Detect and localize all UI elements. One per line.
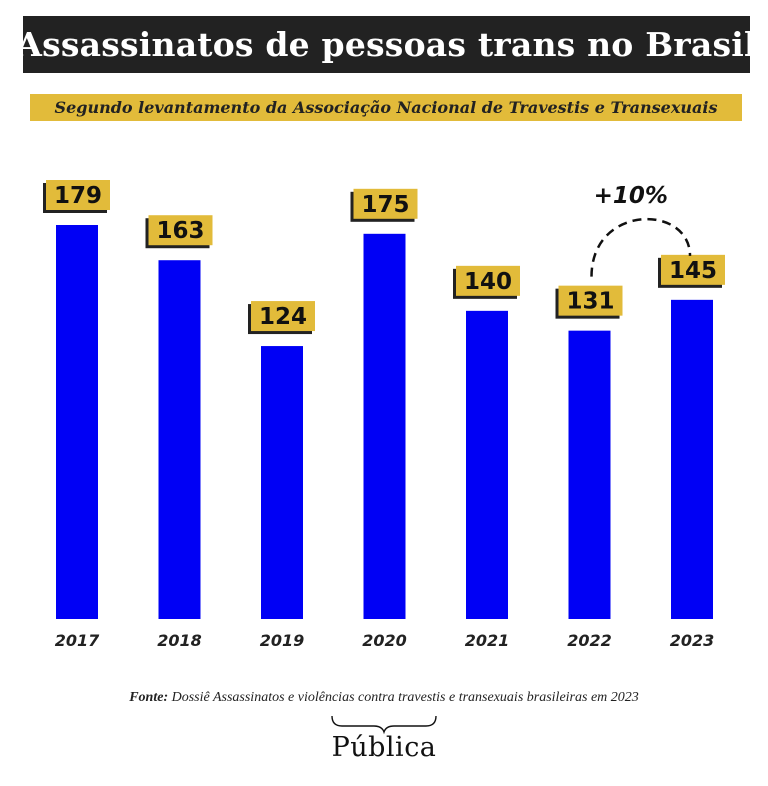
annotation-label-0: +10% (594, 183, 668, 209)
data-label-box-2019 (251, 301, 315, 332)
subtitle-bar: Segundo levantamento da Associação Nacio… (30, 94, 742, 121)
x-tick-label-2018: 2018 (157, 631, 202, 650)
data-label-2023: 145 (669, 258, 717, 284)
bar-2022 (568, 330, 611, 619)
x-tick-label-2022: 2022 (567, 631, 612, 650)
data-label-2020: 175 (361, 192, 409, 218)
data-label-2021: 140 (464, 269, 512, 295)
data-label-box-2022 (558, 285, 623, 316)
data-label-box-2017 (46, 180, 110, 210)
title-bar: Assassinatos de pessoas trans no Brasil (16, 16, 757, 73)
bar-chart: 179 2017 163 2018 124 2019 175 2020 140 2021 131 20… (43, 180, 725, 650)
data-label-2017: 179 (54, 183, 102, 209)
x-tick-label-2017: 2017 (55, 631, 100, 650)
data-label-box-2018 (148, 215, 213, 246)
x-tick-label-2023: 2023 (670, 631, 715, 650)
data-label-2022: 131 (566, 289, 614, 315)
data-label-box-2021 (456, 265, 520, 296)
source-label: Fonte: (129, 690, 169, 705)
bar-2021 (466, 310, 508, 619)
data-label-2018: 163 (156, 218, 204, 244)
chart-subtitle: Segundo levantamento da Associação Nacio… (54, 98, 718, 117)
x-tick-label-2019: 2019 (260, 631, 305, 650)
chart-title: Assassinatos de pessoas trans no Brasil (16, 25, 757, 64)
annotation-arc-0 (590, 217, 692, 277)
logo-text: Pública (331, 732, 437, 763)
data-label-box-2020 (353, 188, 418, 219)
source-text: Dossiê Assassinatos e violências contra … (171, 690, 639, 705)
publica-logo: Pública (322, 712, 446, 772)
logo-brace-icon (331, 715, 437, 735)
data-label-box-2023 (661, 254, 725, 285)
bar-2020 (363, 233, 406, 619)
bar-2023 (671, 299, 713, 619)
bar-2017 (56, 225, 98, 619)
bar-2018 (158, 260, 201, 619)
x-tick-label-2020: 2020 (362, 631, 407, 650)
x-tick-label-2021: 2021 (465, 631, 510, 650)
source-note: Fonte: Dossiê Assassinatos e violências … (0, 690, 768, 706)
bar-2019 (261, 346, 303, 619)
data-label-2019: 124 (259, 304, 307, 330)
